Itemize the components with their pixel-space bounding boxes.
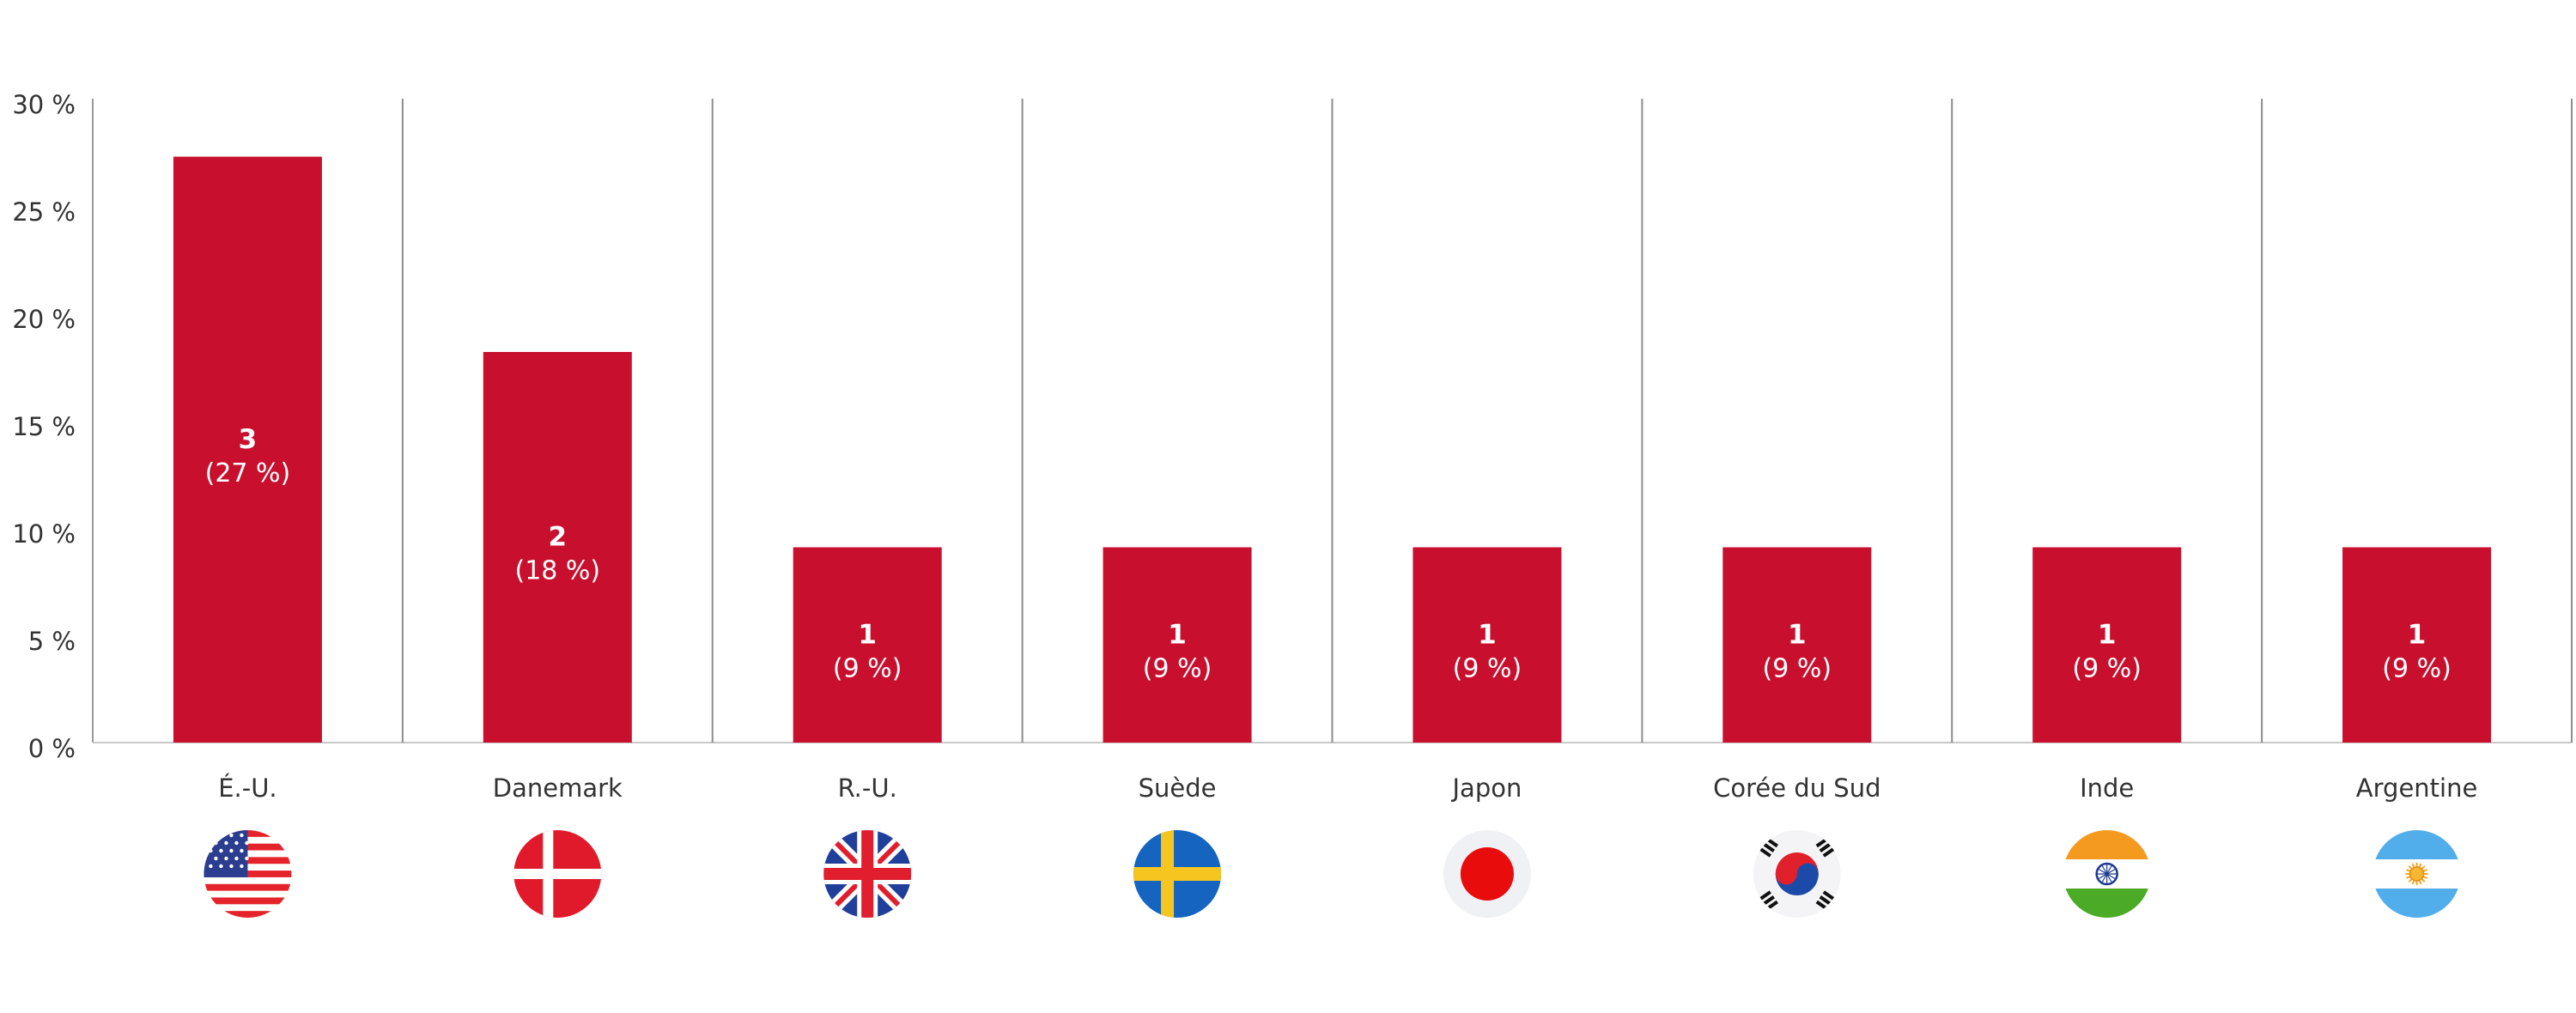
category-labels: É.-U. Danemark R.-U. Suède Japon Corée du Sud… <box>218 773 2477 803</box>
bar <box>483 352 632 743</box>
bar-percent-label: (18 %) <box>515 556 601 586</box>
x-tick-label: Japon <box>1451 773 1522 803</box>
flag-uk-icon <box>823 830 912 918</box>
x-tick-label: Argentine <box>2356 773 2478 803</box>
y-tick-label: 10 % <box>12 519 76 549</box>
flag-japan-icon <box>1443 830 1531 918</box>
x-tick-label: É.-U. <box>218 773 276 803</box>
bar <box>2342 547 2492 743</box>
y-tick-label: 20 % <box>12 305 76 334</box>
flag-argentina-icon <box>2372 830 2461 918</box>
bar-percent-label: (9 %) <box>1453 653 1522 683</box>
flag-usa-icon <box>204 830 292 918</box>
bar-percent-label: (9 %) <box>2072 653 2142 683</box>
flag-denmark-icon <box>513 830 602 918</box>
bar <box>173 156 322 743</box>
bar-percent-label: (27 %) <box>205 458 291 488</box>
y-tick-label: 5 % <box>28 627 76 656</box>
bar <box>2032 547 2182 743</box>
x-tick-label: Inde <box>2080 773 2134 803</box>
bar-count-label: 3 <box>239 424 258 455</box>
y-tick-label: 25 % <box>12 197 76 227</box>
bar-count-label: 1 <box>2408 619 2427 650</box>
bar-percent-label: (9 %) <box>1763 653 1832 683</box>
bar-count-label: 1 <box>1168 619 1187 650</box>
bar-count-label: 1 <box>2098 619 2117 650</box>
bar-count-label: 1 <box>858 619 877 650</box>
flag-india-icon <box>2063 830 2151 918</box>
flag-sweden-icon <box>1133 830 1222 918</box>
bar <box>1413 547 1562 743</box>
bar-count-label: 1 <box>1788 619 1807 650</box>
flag-south-korea-icon <box>1753 830 1841 918</box>
flags <box>204 830 2461 918</box>
x-tick-label: R.-U. <box>838 773 897 803</box>
x-tick-label: Danemark <box>493 773 623 803</box>
bar-percent-label: (9 %) <box>1143 653 1212 683</box>
bar-count-label: 2 <box>549 522 568 553</box>
x-tick-label: Suède <box>1139 773 1217 803</box>
bar-count-label: 1 <box>1478 619 1497 650</box>
x-tick-label: Corée du Sud <box>1713 773 1880 803</box>
y-tick-label: 15 % <box>12 412 76 441</box>
bar <box>793 547 942 743</box>
y-tick-label: 0 % <box>28 734 76 763</box>
y-tick-label: 30 % <box>12 90 76 119</box>
bar <box>1103 547 1252 743</box>
bar-percent-label: (9 %) <box>833 653 902 683</box>
axes: 0 % 5 % 10 % 15 % 20 % 25 % 30 % <box>12 90 2573 763</box>
bar <box>1722 547 1872 743</box>
bars: 3(27 %)2(18 %)1(9 %)1(9 %)1(9 %)1(9 %)1(… <box>173 156 2492 743</box>
bar-percent-label: (9 %) <box>2382 653 2451 683</box>
